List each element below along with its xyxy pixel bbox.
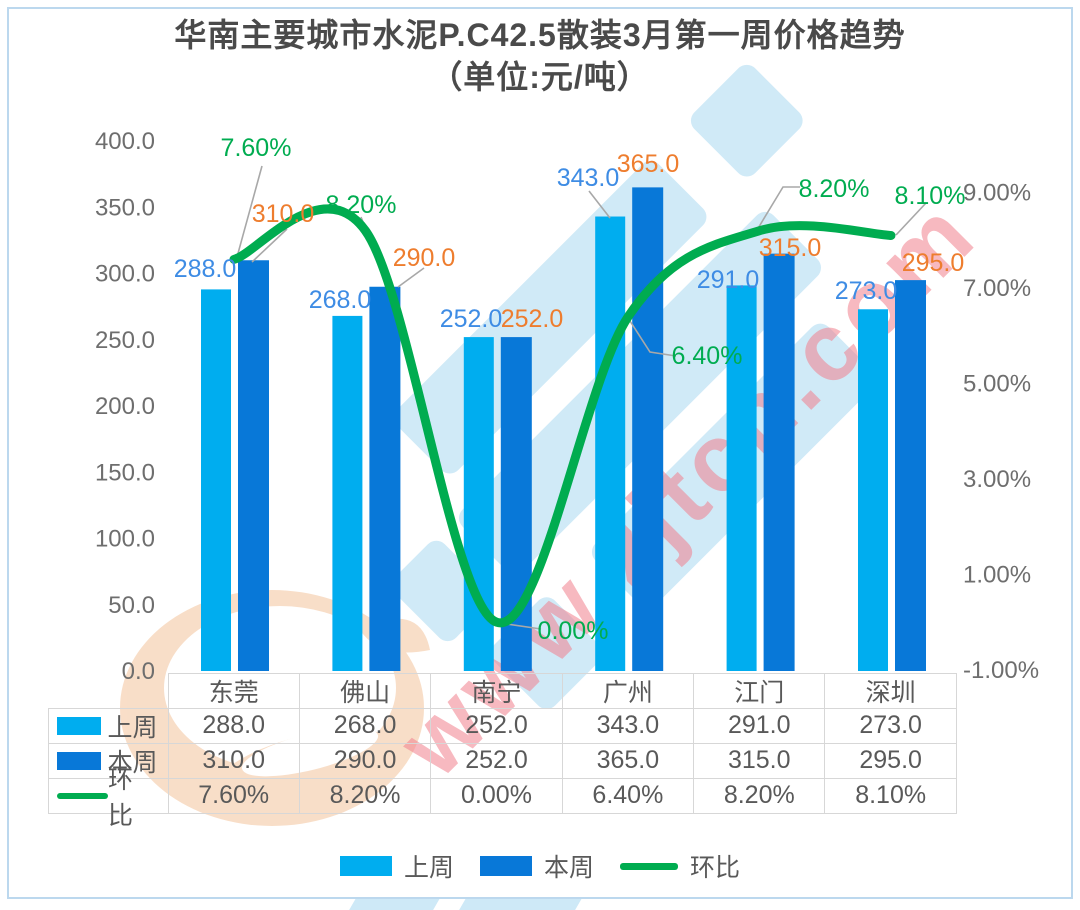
data-label-this-week: 252.0 [501, 305, 564, 333]
trend-line [229, 204, 896, 627]
bar-this-week [632, 187, 664, 671]
right-axis-tick: 9.00% [963, 180, 1031, 207]
left-axis-tick: 400.0 [95, 128, 155, 155]
row-bar-swatch [56, 751, 101, 770]
right-axis-tick: 7.00% [963, 275, 1031, 302]
data-label-last-week: 273.0 [835, 277, 898, 305]
leader-line [397, 267, 425, 288]
bar-last-week [595, 216, 626, 671]
left-axis-tick: 350.0 [95, 194, 155, 221]
leader-line [629, 320, 677, 357]
right-axis-tick: -1.00% [963, 657, 1039, 684]
data-label-last-week: 291.0 [697, 266, 760, 294]
table-cell: 8.20% [693, 777, 826, 814]
left-axis-tick: 100.0 [95, 526, 155, 553]
left-axis-tick: 150.0 [95, 459, 155, 486]
legend-line-swatch [620, 862, 678, 870]
data-label-last-week: 268.0 [309, 286, 372, 314]
data-label-this-week: 295.0 [902, 249, 965, 277]
table-cell: 252.0 [430, 707, 563, 744]
data-label-last-week: 343.0 [557, 164, 620, 192]
left-axis-tick: 250.0 [95, 327, 155, 354]
data-label-trend: 6.40% [672, 342, 743, 370]
row-line-swatch [56, 792, 108, 799]
table-cell: 8.10% [824, 777, 957, 814]
legend-label: 上周 [403, 854, 454, 882]
data-label-this-week: 315.0 [759, 234, 822, 262]
legend-bar-swatch [339, 856, 392, 876]
table-cell: 0.00% [430, 777, 563, 814]
data-table: 东莞 佛山 南宁 广州 江门 深圳 上周 288.0 268.0 252.0 343.0 291.0 2… [47, 672, 957, 830]
bar-this-week [369, 286, 401, 671]
bar-this-week [238, 260, 269, 671]
table-cell: 315.0 [693, 742, 826, 779]
left-axis-tick: 50.0 [108, 592, 155, 619]
right-axis-tick: 5.00% [963, 371, 1031, 398]
table-cell: 268.0 [298, 707, 432, 744]
leader-line [251, 228, 288, 263]
table-cell: 288.0 [167, 707, 300, 744]
row-label-text: 环比 [107, 765, 133, 830]
leader-line [756, 186, 800, 231]
data-label-trend: 7.60% [221, 134, 292, 162]
legend: 上周 本周 环比 [0, 848, 1080, 884]
legend-item: 本周 [479, 848, 594, 884]
leader-line [588, 190, 611, 219]
table-cell: 6.40% [561, 777, 695, 814]
leader-line [236, 165, 263, 258]
bar-last-week [858, 309, 888, 671]
right-axis-tick: 3.00% [963, 466, 1031, 493]
table-header-cell: 江门 [693, 672, 826, 709]
left-axis-tick: 300.0 [95, 261, 155, 288]
bar-this-week [763, 253, 795, 671]
right-axis-tick: 1.00% [963, 562, 1031, 589]
legend-label: 环比 [690, 854, 741, 882]
chart-title-block: 华南主要城市水泥P.C42.5散装3月第一周价格趋势 （单位:元/吨） [0, 14, 1080, 98]
data-label-last-week: 288.0 [174, 255, 237, 283]
chart-subtitle: （单位:元/吨） [430, 59, 650, 95]
legend-item: 环比 [620, 848, 740, 884]
data-label-this-week: 310.0 [252, 200, 315, 228]
row-bar-swatch [56, 716, 101, 735]
data-label-trend: 8.20% [799, 175, 870, 203]
left-axis-tick: 200.0 [95, 393, 155, 420]
data-label-trend: 8.10% [895, 182, 966, 210]
data-label-last-week: 252.0 [440, 305, 503, 333]
bar-last-week [332, 315, 363, 671]
chart-title: 华南主要城市水泥P.C42.5散装3月第一周价格趋势 [174, 17, 906, 53]
legend-label: 本周 [543, 854, 594, 882]
bar-last-week [726, 285, 757, 671]
bar-last-week [201, 289, 231, 671]
leader-line [895, 202, 927, 236]
data-label-this-week: 290.0 [393, 244, 456, 272]
bar-this-week [895, 280, 926, 671]
row-label-text: 上周 [107, 713, 158, 742]
table-header-cell: 深圳 [824, 672, 957, 709]
legend-bar-swatch [479, 856, 532, 876]
data-label-this-week: 365.0 [617, 150, 680, 178]
table-cell: 343.0 [561, 707, 695, 744]
left-axis-tick: 0.0 [122, 658, 155, 685]
outer-frame-border [7, 7, 1073, 899]
data-label-trend: 0.00% [538, 617, 609, 645]
legend-item: 上周 [339, 848, 454, 884]
data-label-trend: 8.20% [326, 191, 397, 219]
row-label-text: 本周 [107, 748, 158, 777]
